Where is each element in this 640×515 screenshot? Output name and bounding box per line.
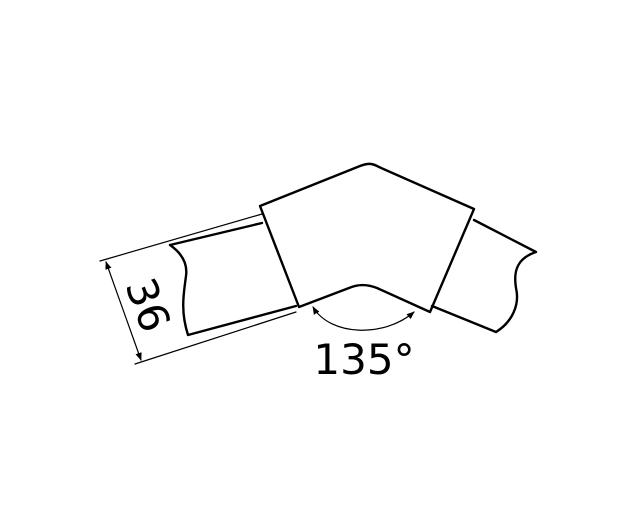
extension-line-bottom bbox=[134, 311, 297, 365]
left-tube-outline bbox=[168, 221, 298, 337]
angle-label: 135° bbox=[313, 335, 414, 384]
angle-dimension: 135° bbox=[312, 306, 415, 384]
diameter-dimension: 36 bbox=[99, 213, 297, 365]
angle-arc bbox=[312, 306, 415, 331]
elbow-sleeve-outline bbox=[258, 162, 476, 314]
extension-line-top bbox=[99, 213, 263, 262]
diameter-label: 36 bbox=[116, 271, 180, 338]
dimension-line bbox=[105, 261, 142, 361]
right-tube-outline bbox=[430, 218, 538, 334]
